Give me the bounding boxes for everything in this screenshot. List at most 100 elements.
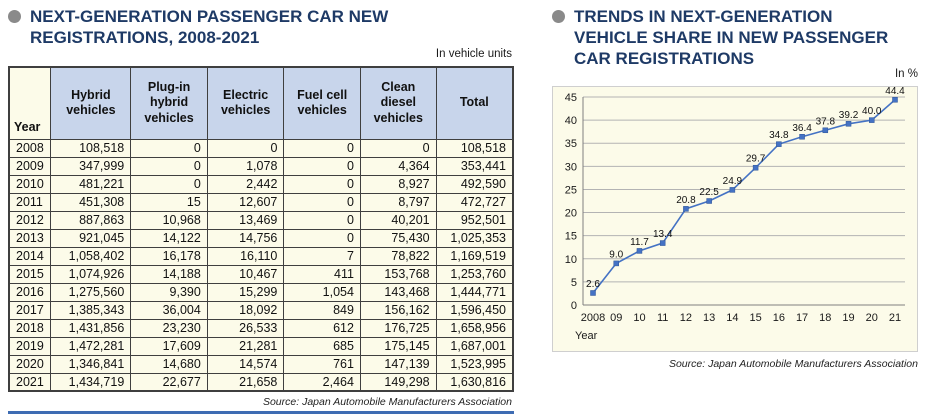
value-cell: 14,574 [206,354,285,374]
column-header: Total [435,66,514,140]
value-cell: 849 [283,300,361,320]
x-tick-label: 12 [680,312,692,324]
value-cell: 472,727 [435,192,514,212]
value-cell: 14,122 [130,228,208,248]
value-cell: 0 [206,138,285,158]
column-header: Electric vehicles [206,66,285,140]
value-cell: 0 [130,156,208,176]
value-cell: 22,677 [130,372,208,392]
data-point-marker [776,141,782,147]
value-cell: 0 [283,192,361,212]
x-tick-label: 14 [726,312,738,324]
table-row: 2021 1,434,719 22,677 21,658 2,464 149,298 1,6… [8,372,514,392]
value-cell: 1,346,841 [50,354,132,374]
table-row: 2010 481,221 0 2,442 0 8,927 492,590 [8,174,514,194]
data-point-marker [706,198,712,204]
data-label: 20.8 [676,195,696,206]
value-cell: 13,469 [206,210,285,230]
data-label: 40.0 [862,106,882,117]
x-tick-label: 15 [749,312,761,324]
data-label: 36.4 [792,123,812,134]
right-source-note: Source: Japan Automobile Manufacturers A… [668,358,918,370]
year-cell: 2013 [8,228,52,248]
table-row: 2009 347,999 0 1,078 0 4,364 353,441 [8,156,514,176]
data-label: 22.5 [699,187,719,198]
data-point-marker [752,164,759,171]
table-row: 2019 1,472,281 17,609 21,281 685 175,145 1,687… [8,336,514,356]
value-cell: 1,596,450 [435,300,514,320]
value-cell: 0 [283,138,361,158]
value-cell: 492,590 [435,174,514,194]
table-row: 2014 1,058,402 16,178 16,110 7 78,822 1,169,51… [8,246,514,266]
table-row: 2013 921,045 14,122 14,756 0 75,430 1,025,353 [8,228,514,248]
year-cell: 2014 [8,246,52,266]
value-cell: 108,518 [435,138,514,158]
value-cell: 921,045 [50,228,132,248]
column-header: Fuel cell vehicles [283,66,361,140]
year-cell: 2011 [8,192,52,212]
value-cell: 353,441 [435,156,514,176]
year-cell: 2012 [8,210,52,230]
y-tick-label: 10 [565,254,577,266]
left-unit-note: In vehicle units [435,48,512,60]
right-title-row: TRENDS IN NEXT-GENERATION VEHICLE SHARE … [552,6,920,69]
y-tick-label: 35 [565,138,577,150]
left-source-note: Source: Japan Automobile Manufacturers A… [262,396,512,408]
value-cell: 17,609 [130,336,208,356]
value-cell: 1,431,856 [50,318,132,338]
x-tick-label: 11 [657,312,668,324]
value-cell: 0 [283,210,361,230]
value-cell: 1,025,353 [435,228,514,248]
data-label: 24.9 [723,176,743,187]
value-cell: 0 [283,174,361,194]
table-row: 2011 451,308 15 12,607 0 8,797 472,727 [8,192,514,212]
column-header: Year [8,66,52,140]
x-axis-title: Year [575,330,598,342]
x-tick-label: 2008 [581,312,605,324]
year-cell: 2018 [8,318,52,338]
y-tick-label: 45 [565,92,577,104]
value-cell: 16,110 [206,246,285,266]
data-label: 2.6 [586,279,600,290]
value-cell: 176,725 [359,318,437,338]
trend-line [592,99,896,294]
year-cell: 2019 [8,336,52,356]
data-point-marker [892,97,898,103]
value-cell: 887,863 [50,210,132,230]
x-tick-label: 16 [773,312,785,324]
data-label: 37.8 [816,116,836,127]
x-tick-label: 18 [819,312,831,324]
left-panel-title: NEXT-GENERATION PASSENGER CAR NEW REGIST… [30,7,389,48]
x-tick-label: 21 [889,312,901,324]
value-cell: 1,472,281 [50,336,132,356]
value-cell: 1,630,816 [435,372,514,392]
data-point-marker [869,117,875,123]
x-tick-label: 17 [796,312,808,324]
value-cell: 952,501 [435,210,514,230]
value-cell: 481,221 [50,174,132,194]
x-tick-label: 13 [703,312,715,324]
value-cell: 1,523,995 [435,354,514,374]
table-row: 2020 1,346,841 14,680 14,574 761 147,139 1,523… [8,354,514,374]
y-tick-label: 25 [565,184,577,196]
table-row: 2012 887,863 10,968 13,469 0 40,201 952,501 [8,210,514,230]
value-cell: 2,442 [206,174,285,194]
value-cell: 1,054 [283,282,361,302]
value-cell: 8,797 [359,192,437,212]
value-cell: 1,687,001 [435,336,514,356]
data-point-marker [590,290,596,296]
x-tick-label: 10 [633,312,645,324]
value-cell: 40,201 [359,210,437,230]
year-cell: 2015 [8,264,52,284]
value-cell: 36,004 [130,300,208,320]
value-cell: 10,968 [130,210,208,230]
year-cell: 2010 [8,174,52,194]
value-cell: 1,275,560 [50,282,132,302]
value-cell: 612 [283,318,361,338]
value-cell: 21,658 [206,372,285,392]
table-row: 2016 1,275,560 9,390 15,299 1,054 143,468 1,44… [8,282,514,302]
value-cell: 7 [283,246,361,266]
column-header: Hybrid vehicles [50,66,132,140]
value-cell: 175,145 [359,336,437,356]
data-point-marker [845,121,852,127]
